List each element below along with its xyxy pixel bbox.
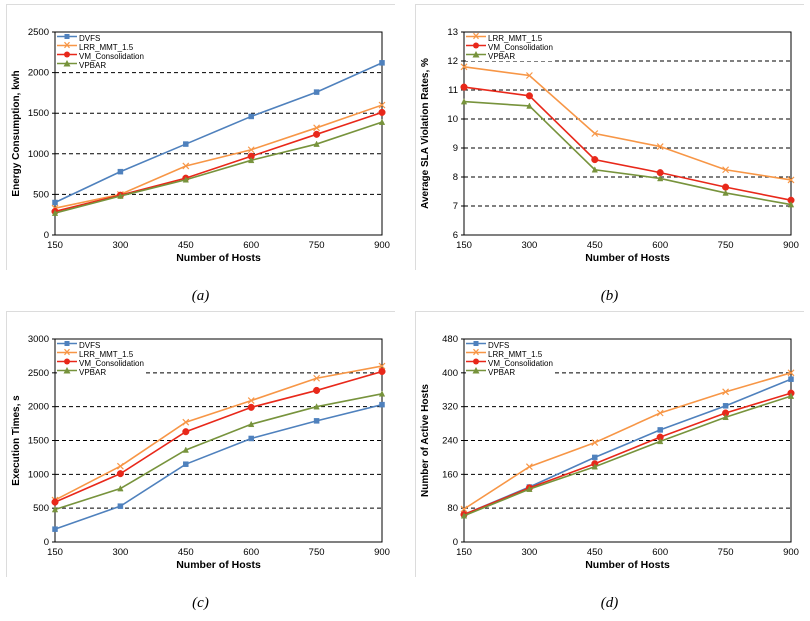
svg-text:Number of Hosts: Number of Hosts bbox=[585, 559, 670, 571]
svg-text:300: 300 bbox=[112, 240, 128, 251]
svg-text:7: 7 bbox=[453, 201, 458, 212]
svg-text:750: 750 bbox=[309, 547, 325, 558]
svg-text:450: 450 bbox=[587, 547, 603, 558]
svg-text:11: 11 bbox=[448, 85, 458, 96]
svg-text:2000: 2000 bbox=[28, 68, 49, 79]
svg-text:320: 320 bbox=[442, 402, 458, 413]
svg-text:450: 450 bbox=[178, 240, 194, 251]
svg-text:Number of Hosts: Number of Hosts bbox=[585, 252, 670, 264]
svg-text:12: 12 bbox=[447, 56, 458, 67]
svg-text:750: 750 bbox=[718, 240, 734, 251]
svg-text:150: 150 bbox=[47, 547, 63, 558]
svg-text:450: 450 bbox=[587, 240, 603, 251]
svg-text:300: 300 bbox=[521, 240, 537, 251]
svg-text:1000: 1000 bbox=[28, 149, 49, 160]
svg-text:10: 10 bbox=[447, 114, 458, 125]
svg-text:3000: 3000 bbox=[28, 334, 49, 345]
svg-text:Number of Active Hosts: Number of Active Hosts bbox=[420, 384, 431, 497]
svg-text:Energy Consumption, kwh: Energy Consumption, kwh bbox=[11, 70, 22, 196]
svg-text:Average SLA Violation Rates, %: Average SLA Violation Rates, % bbox=[420, 58, 431, 209]
svg-text:Number of Hosts: Number of Hosts bbox=[176, 252, 261, 264]
svg-text:Execution Times, s: Execution Times, s bbox=[11, 395, 22, 486]
svg-text:2500: 2500 bbox=[28, 368, 49, 379]
svg-text:500: 500 bbox=[33, 503, 49, 514]
svg-text:900: 900 bbox=[783, 547, 799, 558]
svg-text:450: 450 bbox=[178, 547, 194, 558]
svg-text:600: 600 bbox=[652, 240, 668, 251]
svg-text:2500: 2500 bbox=[28, 27, 49, 38]
svg-text:2000: 2000 bbox=[28, 402, 49, 413]
svg-text:1000: 1000 bbox=[28, 469, 49, 480]
svg-text:Number of Hosts: Number of Hosts bbox=[176, 559, 261, 571]
svg-text:900: 900 bbox=[783, 240, 799, 251]
svg-text:750: 750 bbox=[718, 547, 734, 558]
svg-text:600: 600 bbox=[243, 547, 259, 558]
svg-text:150: 150 bbox=[456, 547, 472, 558]
svg-text:600: 600 bbox=[652, 547, 668, 558]
svg-text:900: 900 bbox=[374, 240, 390, 251]
svg-text:750: 750 bbox=[309, 240, 325, 251]
svg-text:1500: 1500 bbox=[28, 108, 49, 119]
svg-text:150: 150 bbox=[47, 240, 63, 251]
svg-text:480: 480 bbox=[442, 334, 458, 345]
svg-text:300: 300 bbox=[521, 547, 537, 558]
svg-text:900: 900 bbox=[374, 547, 390, 558]
svg-text:500: 500 bbox=[33, 189, 49, 200]
svg-text:240: 240 bbox=[442, 436, 458, 447]
svg-text:8: 8 bbox=[453, 172, 458, 183]
svg-text:9: 9 bbox=[453, 143, 458, 154]
svg-text:400: 400 bbox=[442, 368, 458, 379]
svg-text:160: 160 bbox=[442, 469, 458, 480]
svg-text:300: 300 bbox=[112, 547, 128, 558]
svg-text:13: 13 bbox=[447, 27, 458, 38]
svg-text:150: 150 bbox=[456, 240, 472, 251]
svg-text:600: 600 bbox=[243, 240, 259, 251]
svg-text:1500: 1500 bbox=[28, 436, 49, 447]
svg-text:80: 80 bbox=[447, 503, 458, 514]
